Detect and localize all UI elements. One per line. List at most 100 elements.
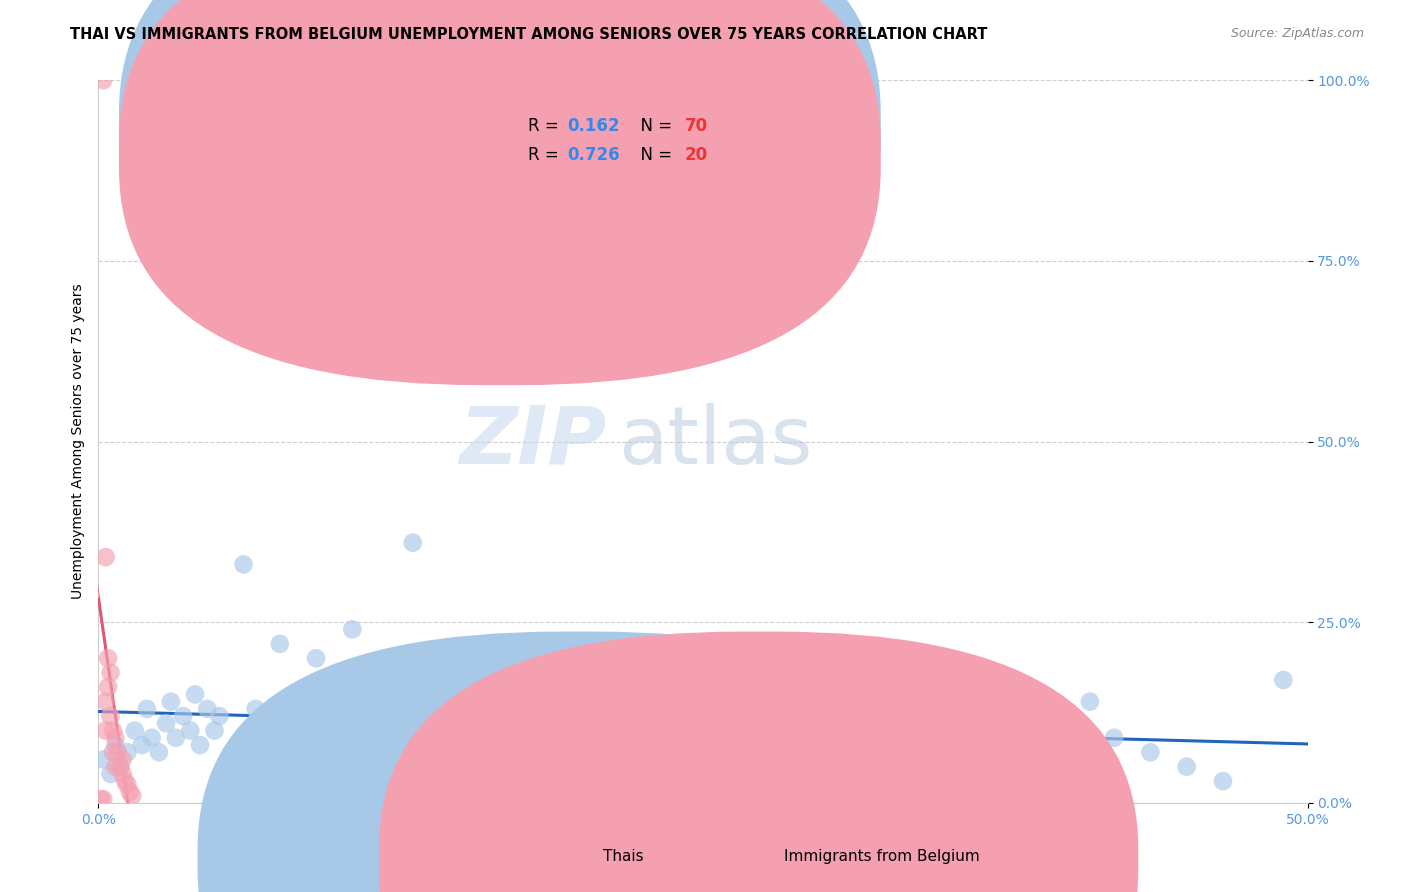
FancyBboxPatch shape — [198, 632, 957, 892]
Point — [800, 760, 823, 774]
Point — [107, 745, 129, 759]
Point — [269, 637, 291, 651]
Point — [426, 687, 449, 701]
Point — [437, 702, 460, 716]
Point — [131, 738, 153, 752]
Point — [97, 651, 120, 665]
Point — [204, 723, 226, 738]
Point — [172, 709, 194, 723]
Point — [91, 73, 114, 87]
Point — [837, 687, 859, 701]
Point — [148, 745, 170, 759]
Point — [195, 702, 218, 716]
Text: 70: 70 — [685, 117, 709, 135]
Point — [232, 558, 254, 572]
Point — [118, 785, 141, 799]
Point — [1212, 774, 1234, 789]
Point — [135, 702, 157, 716]
Text: Thais: Thais — [603, 849, 644, 864]
Point — [377, 716, 399, 731]
Point — [100, 767, 122, 781]
Point — [117, 745, 139, 759]
Point — [256, 738, 278, 752]
Point — [221, 752, 243, 766]
Point — [450, 745, 472, 759]
Point — [104, 731, 127, 745]
Point — [91, 792, 114, 806]
Point — [97, 680, 120, 694]
Text: 0.162: 0.162 — [568, 117, 620, 135]
Point — [184, 687, 207, 701]
Text: R =: R = — [527, 117, 564, 135]
Text: atlas: atlas — [619, 402, 813, 481]
Point — [607, 687, 630, 701]
Point — [571, 658, 593, 673]
Point — [121, 789, 143, 803]
Text: Immigrants from Belgium: Immigrants from Belgium — [785, 849, 980, 864]
Point — [644, 767, 666, 781]
Point — [104, 738, 127, 752]
Point — [946, 745, 969, 759]
FancyBboxPatch shape — [380, 632, 1139, 892]
Point — [101, 723, 124, 738]
Point — [498, 745, 520, 759]
Point — [100, 665, 122, 680]
Point — [111, 767, 134, 781]
Point — [208, 709, 231, 723]
Point — [94, 695, 117, 709]
Point — [305, 651, 328, 665]
Point — [1054, 774, 1077, 789]
Point — [547, 651, 569, 665]
Point — [101, 745, 124, 759]
Point — [692, 752, 714, 766]
Point — [160, 695, 183, 709]
Point — [523, 644, 546, 658]
Point — [740, 716, 762, 731]
Point — [1102, 731, 1125, 745]
Text: 20: 20 — [685, 145, 709, 164]
Point — [292, 716, 315, 731]
Point — [716, 767, 738, 781]
Text: R =: R = — [527, 145, 564, 164]
Point — [389, 673, 412, 687]
Point — [1078, 695, 1101, 709]
Point — [104, 760, 127, 774]
Point — [668, 760, 690, 774]
Point — [1175, 760, 1198, 774]
Point — [94, 723, 117, 738]
Text: N =: N = — [630, 145, 678, 164]
FancyBboxPatch shape — [456, 87, 763, 178]
Point — [94, 550, 117, 565]
Point — [402, 535, 425, 549]
Point — [316, 731, 339, 745]
Point — [510, 658, 533, 673]
Point — [245, 702, 267, 716]
Y-axis label: Unemployment Among Seniors over 75 years: Unemployment Among Seniors over 75 years — [70, 284, 84, 599]
Point — [329, 673, 352, 687]
Point — [860, 731, 883, 745]
Point — [342, 623, 364, 637]
Point — [474, 767, 496, 781]
Point — [117, 778, 139, 792]
Point — [366, 738, 388, 752]
Text: N =: N = — [630, 117, 678, 135]
FancyBboxPatch shape — [120, 0, 880, 385]
Point — [1272, 673, 1295, 687]
Point — [413, 723, 436, 738]
Point — [141, 731, 163, 745]
Point — [486, 731, 509, 745]
Point — [281, 687, 304, 701]
Point — [994, 760, 1017, 774]
Point — [619, 738, 641, 752]
Point — [765, 745, 787, 759]
Point — [90, 792, 112, 806]
Text: 0.726: 0.726 — [568, 145, 620, 164]
Point — [124, 723, 146, 738]
Point — [595, 673, 617, 687]
Point — [188, 738, 211, 752]
Text: THAI VS IMMIGRANTS FROM BELGIUM UNEMPLOYMENT AMONG SENIORS OVER 75 YEARS CORRELA: THAI VS IMMIGRANTS FROM BELGIUM UNEMPLOY… — [70, 27, 987, 42]
Point — [463, 760, 485, 774]
Point — [155, 716, 177, 731]
Point — [353, 695, 375, 709]
Text: ZIP: ZIP — [458, 402, 606, 481]
